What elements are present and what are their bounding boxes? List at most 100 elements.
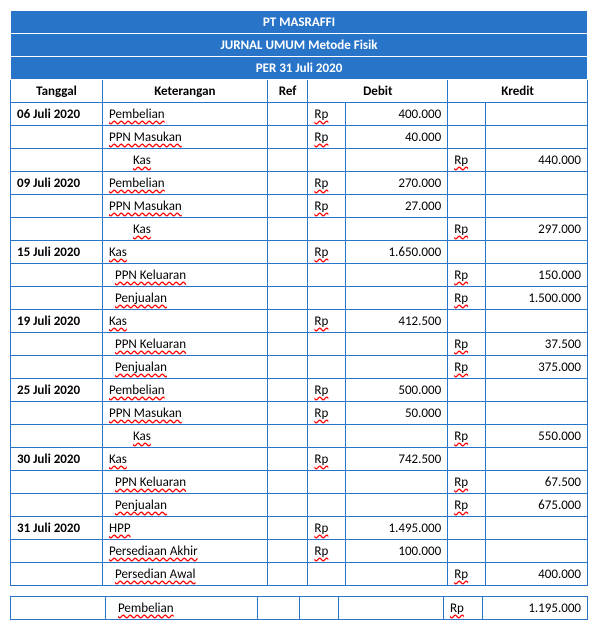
cell-kredit-cur <box>448 402 486 425</box>
cell-tgl <box>11 540 103 563</box>
cell-ket: Kas <box>103 425 268 448</box>
period: PER 31 Juli 2020 <box>11 57 588 80</box>
cell-kredit-amt: 297.000 <box>485 218 587 241</box>
cell-ket: Penjualan <box>103 494 268 517</box>
table-row: PPN MasukanRp50.000 <box>11 402 588 425</box>
cell-debit-cur: Rp <box>308 126 346 149</box>
cell-kredit-amt: 675.000 <box>485 494 587 517</box>
table-row: PPN KeluaranRp37.500 <box>11 333 588 356</box>
cell-kredit-cur: Rp <box>448 218 486 241</box>
cell-ket: PPN Keluaran <box>103 264 268 287</box>
cell-tgl <box>11 471 103 494</box>
cell-kredit-amt: 375.000 <box>485 356 587 379</box>
cell-kredit-amt <box>485 310 587 333</box>
cell-debit-amt <box>346 356 448 379</box>
table-row: 15 Juli 2020KasRp1.650.000 <box>11 241 588 264</box>
footer-table: Pembelian Rp 1.195.000 <box>10 596 588 620</box>
col-keterangan: Keterangan <box>103 80 268 103</box>
cell-kredit-amt: 150.000 <box>485 264 587 287</box>
cell-debit-amt: 742.500 <box>346 448 448 471</box>
table-row: 30 Juli 2020KasRp742.500 <box>11 448 588 471</box>
footer-ref <box>258 597 300 620</box>
cell-ref <box>267 356 308 379</box>
cell-kredit-cur: Rp <box>448 149 486 172</box>
cell-tgl: 09 Juli 2020 <box>11 172 103 195</box>
cell-kredit-amt: 400.000 <box>485 563 587 586</box>
footer-kredit-amt: 1.195.000 <box>482 597 587 620</box>
cell-ref <box>267 333 308 356</box>
cell-kredit-cur <box>448 310 486 333</box>
journal-table: PT MASRAFFI JURNAL UMUM Metode Fisik PER… <box>10 10 588 586</box>
cell-debit-cur <box>308 218 346 241</box>
col-ref: Ref <box>267 80 308 103</box>
cell-debit-amt: 27.000 <box>346 195 448 218</box>
cell-debit-cur: Rp <box>308 172 346 195</box>
cell-debit-amt <box>346 287 448 310</box>
cell-kredit-cur: Rp <box>448 563 486 586</box>
table-row: Kas Rp550.000 <box>11 425 588 448</box>
cell-ref <box>267 494 308 517</box>
cell-ref <box>267 448 308 471</box>
cell-kredit-amt <box>485 195 587 218</box>
cell-kredit-amt: 550.000 <box>485 425 587 448</box>
cell-debit-amt <box>346 563 448 586</box>
cell-debit-cur: Rp <box>308 540 346 563</box>
cell-debit-cur: Rp <box>308 103 346 126</box>
cell-ket: Kas <box>103 218 268 241</box>
cell-debit-amt: 40.000 <box>346 126 448 149</box>
cell-ref <box>267 264 308 287</box>
cell-kredit-cur <box>448 126 486 149</box>
cell-tgl: 31 Juli 2020 <box>11 517 103 540</box>
cell-ref <box>267 425 308 448</box>
cell-ket: Pembelian <box>103 103 268 126</box>
cell-debit-amt: 400.000 <box>346 103 448 126</box>
cell-kredit-cur <box>448 172 486 195</box>
table-row: PPN KeluaranRp67.500 <box>11 471 588 494</box>
cell-kredit-cur <box>448 540 486 563</box>
cell-kredit-amt <box>485 517 587 540</box>
cell-kredit-cur <box>448 103 486 126</box>
cell-ket: Pembelian <box>103 172 268 195</box>
cell-kredit-amt: 67.500 <box>485 471 587 494</box>
cell-debit-cur <box>308 287 346 310</box>
cell-kredit-cur: Rp <box>448 287 486 310</box>
cell-debit-amt <box>346 494 448 517</box>
cell-kredit-cur: Rp <box>448 425 486 448</box>
cell-ref <box>267 402 308 425</box>
table-row: 25 Juli 2020PembelianRp500.000 <box>11 379 588 402</box>
table-row: 09 Juli 2020Pembelian Rp270.000 <box>11 172 588 195</box>
cell-tgl <box>11 425 103 448</box>
cell-ref <box>267 379 308 402</box>
cell-debit-amt <box>346 333 448 356</box>
cell-ket: PPN Masukan <box>103 402 268 425</box>
cell-tgl <box>11 333 103 356</box>
cell-kredit-cur <box>448 517 486 540</box>
cell-debit-amt <box>346 149 448 172</box>
cell-kredit-amt <box>485 402 587 425</box>
journal-title: JURNAL UMUM Metode Fisik <box>11 34 588 57</box>
cell-debit-cur: Rp <box>308 195 346 218</box>
cell-kredit-amt: 1.500.000 <box>485 287 587 310</box>
cell-debit-cur <box>308 471 346 494</box>
cell-ket: PPN Masukan <box>103 126 268 149</box>
table-row: PenjualanRp675.000 <box>11 494 588 517</box>
cell-ket: Kas <box>103 310 268 333</box>
cell-tgl <box>11 126 103 149</box>
cell-debit-amt: 270.000 <box>346 172 448 195</box>
cell-tgl <box>11 356 103 379</box>
table-row: Persediaan AkhirRp100.000 <box>11 540 588 563</box>
cell-debit-cur: Rp <box>308 310 346 333</box>
cell-debit-cur <box>308 149 346 172</box>
company-name: PT MASRAFFI <box>11 11 588 34</box>
cell-tgl <box>11 264 103 287</box>
footer-row: Pembelian Rp 1.195.000 <box>11 597 588 620</box>
cell-ket: PPN Keluaran <box>103 471 268 494</box>
cell-debit-amt <box>346 218 448 241</box>
cell-tgl: 30 Juli 2020 <box>11 448 103 471</box>
table-row: Persedian AwalRp400.000 <box>11 563 588 586</box>
cell-debit-cur: Rp <box>308 402 346 425</box>
table-row: 31 Juli 2020HPPRp1.495.000 <box>11 517 588 540</box>
cell-ref <box>267 218 308 241</box>
cell-ket: PPN Masukan <box>103 195 268 218</box>
cell-ref <box>267 287 308 310</box>
